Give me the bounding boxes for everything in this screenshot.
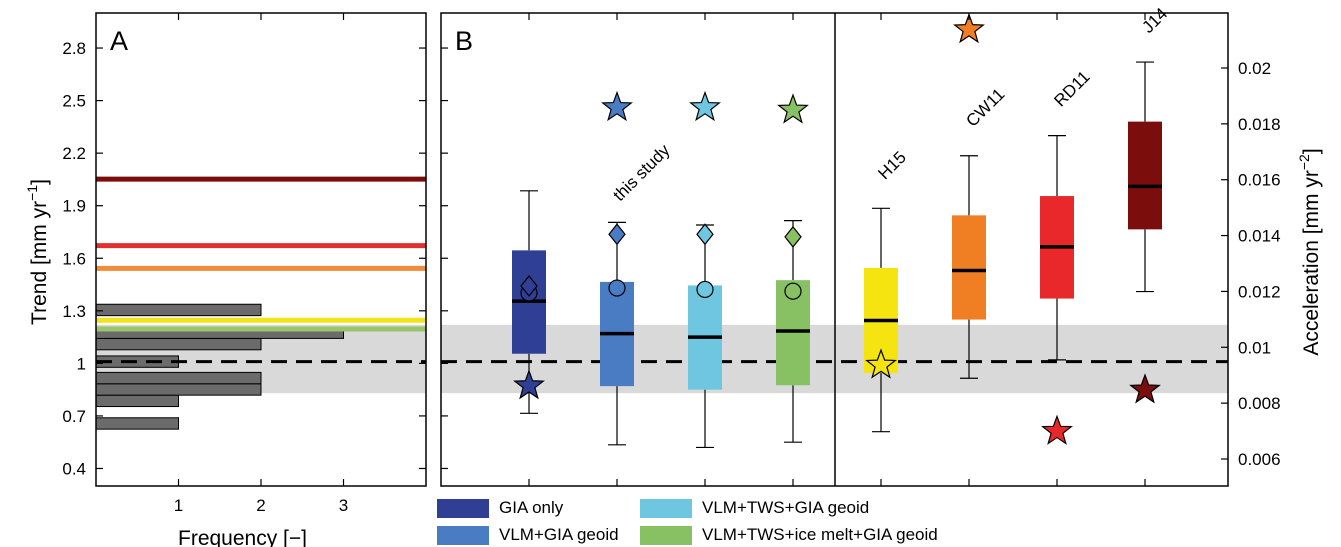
right-tick-label: 0.006 xyxy=(1238,450,1281,469)
boxplot xyxy=(688,90,722,449)
boxplot: CW11 xyxy=(952,12,1008,379)
star-marker xyxy=(1129,373,1161,404)
right-tick-label: 0.02 xyxy=(1238,59,1271,78)
y-tick-label: 1 xyxy=(77,354,86,373)
star-marker xyxy=(953,12,985,44)
legend-swatch xyxy=(437,525,489,545)
legend-label: VLM+GIA geoid xyxy=(499,525,619,544)
panel-a-frame xyxy=(95,12,427,487)
y-tick-label: 2.5 xyxy=(62,92,86,111)
legend-item-gia-only: GIA only xyxy=(437,497,563,519)
boxplot xyxy=(776,93,810,443)
circle-marker xyxy=(696,280,714,299)
histogram-bar xyxy=(95,303,262,317)
panel-a-xlabel: Frequency [−] xyxy=(178,527,307,547)
legend-swatch xyxy=(437,498,489,518)
y-tick-label: 0.7 xyxy=(62,407,86,426)
right-tick-label: 0.018 xyxy=(1238,115,1281,134)
x-tick-label: 2 xyxy=(256,496,265,515)
histogram-bar xyxy=(95,383,262,396)
legend-swatch xyxy=(640,498,692,518)
right-tick-label: 0.012 xyxy=(1238,282,1281,301)
right-tick-label: 0.008 xyxy=(1238,394,1281,413)
y-tick-label: 2.2 xyxy=(62,144,86,163)
star-marker xyxy=(777,93,809,124)
box-label: J14 xyxy=(1138,4,1171,37)
legend-swatch xyxy=(640,525,692,545)
panel-a-study-lines xyxy=(96,176,426,332)
legend-item-vlm-gia-geoid: VLM+GIA geoid xyxy=(437,524,619,546)
histogram-bar xyxy=(95,337,262,351)
this-study-label: this study xyxy=(609,140,674,205)
legend-label: GIA only xyxy=(499,498,564,517)
y-tick-label: 1.9 xyxy=(62,197,86,216)
box-iqr xyxy=(952,215,986,320)
panel-a-ylabel: Trend [mm yr−1] xyxy=(24,179,51,325)
x-tick-label: 1 xyxy=(174,496,183,515)
legend-item-vlm-tws-ice-melt-gia-geoid: VLM+TWS+ice melt+GIA geoid xyxy=(640,524,938,546)
diamond-marker xyxy=(696,223,714,246)
star-marker xyxy=(601,90,633,122)
right-tick-label: 0.01 xyxy=(1238,338,1271,357)
boxplot xyxy=(600,90,634,446)
panel-a-letter: A xyxy=(110,26,128,56)
box-label: H15 xyxy=(874,148,909,183)
x-tick-label: 3 xyxy=(339,496,348,515)
star-marker xyxy=(689,90,721,122)
panel-b-letter: B xyxy=(455,26,473,56)
circle-marker xyxy=(784,282,802,300)
y-tick-label: 0.4 xyxy=(62,459,86,478)
panel-a-ticks: 0.4 0.7 1 1.3 1.6 1.9 2.2 2.5 2.8 1 2 3 xyxy=(62,13,426,515)
diamond-marker xyxy=(608,223,626,246)
legend-item-vlm-tws-gia-geoid: VLM+TWS+GIA geoid xyxy=(640,497,869,519)
box-label: CW11 xyxy=(962,85,1008,131)
histogram-bar xyxy=(95,417,179,430)
y-tick-label: 1.6 xyxy=(62,249,86,268)
diamond-marker xyxy=(520,274,538,297)
box-iqr xyxy=(1128,121,1162,230)
star-marker xyxy=(865,348,897,379)
y-tick-label: 2.8 xyxy=(62,39,86,58)
panel-a-histogram: 0.4 0.7 1 1.3 1.6 1.9 2.2 2.5 2.8 1 2 3 A Frequency… xyxy=(24,12,427,547)
right-tick-label: 0.016 xyxy=(1238,171,1281,190)
legend-label: VLM+TWS+ice melt+GIA geoid xyxy=(702,525,938,544)
histogram-bar xyxy=(95,394,179,408)
panel-b-frame xyxy=(440,12,1229,487)
diamond-marker xyxy=(784,225,802,248)
legend: GIA only VLM+GIA geoid VLM+TWS+GIA geoid… xyxy=(437,497,938,547)
y-tick-label: 1.3 xyxy=(62,302,86,321)
star-marker xyxy=(1041,414,1073,445)
star-marker xyxy=(513,369,545,400)
histogram-bar xyxy=(95,371,262,385)
box-label: RD11 xyxy=(1050,67,1093,110)
right-tick-label: 0.014 xyxy=(1238,227,1281,246)
legend-label: VLM+TWS+GIA geoid xyxy=(702,498,870,517)
panel-b-right-ylabel: Acceleration [mm yr−2] xyxy=(1296,148,1323,355)
circle-marker xyxy=(608,279,626,297)
panel-b-ticks: 0.006 0.008 0.01 0.012 0.014 0.016 0.018 0.02 xyxy=(441,13,1281,486)
boxplot xyxy=(512,190,546,414)
